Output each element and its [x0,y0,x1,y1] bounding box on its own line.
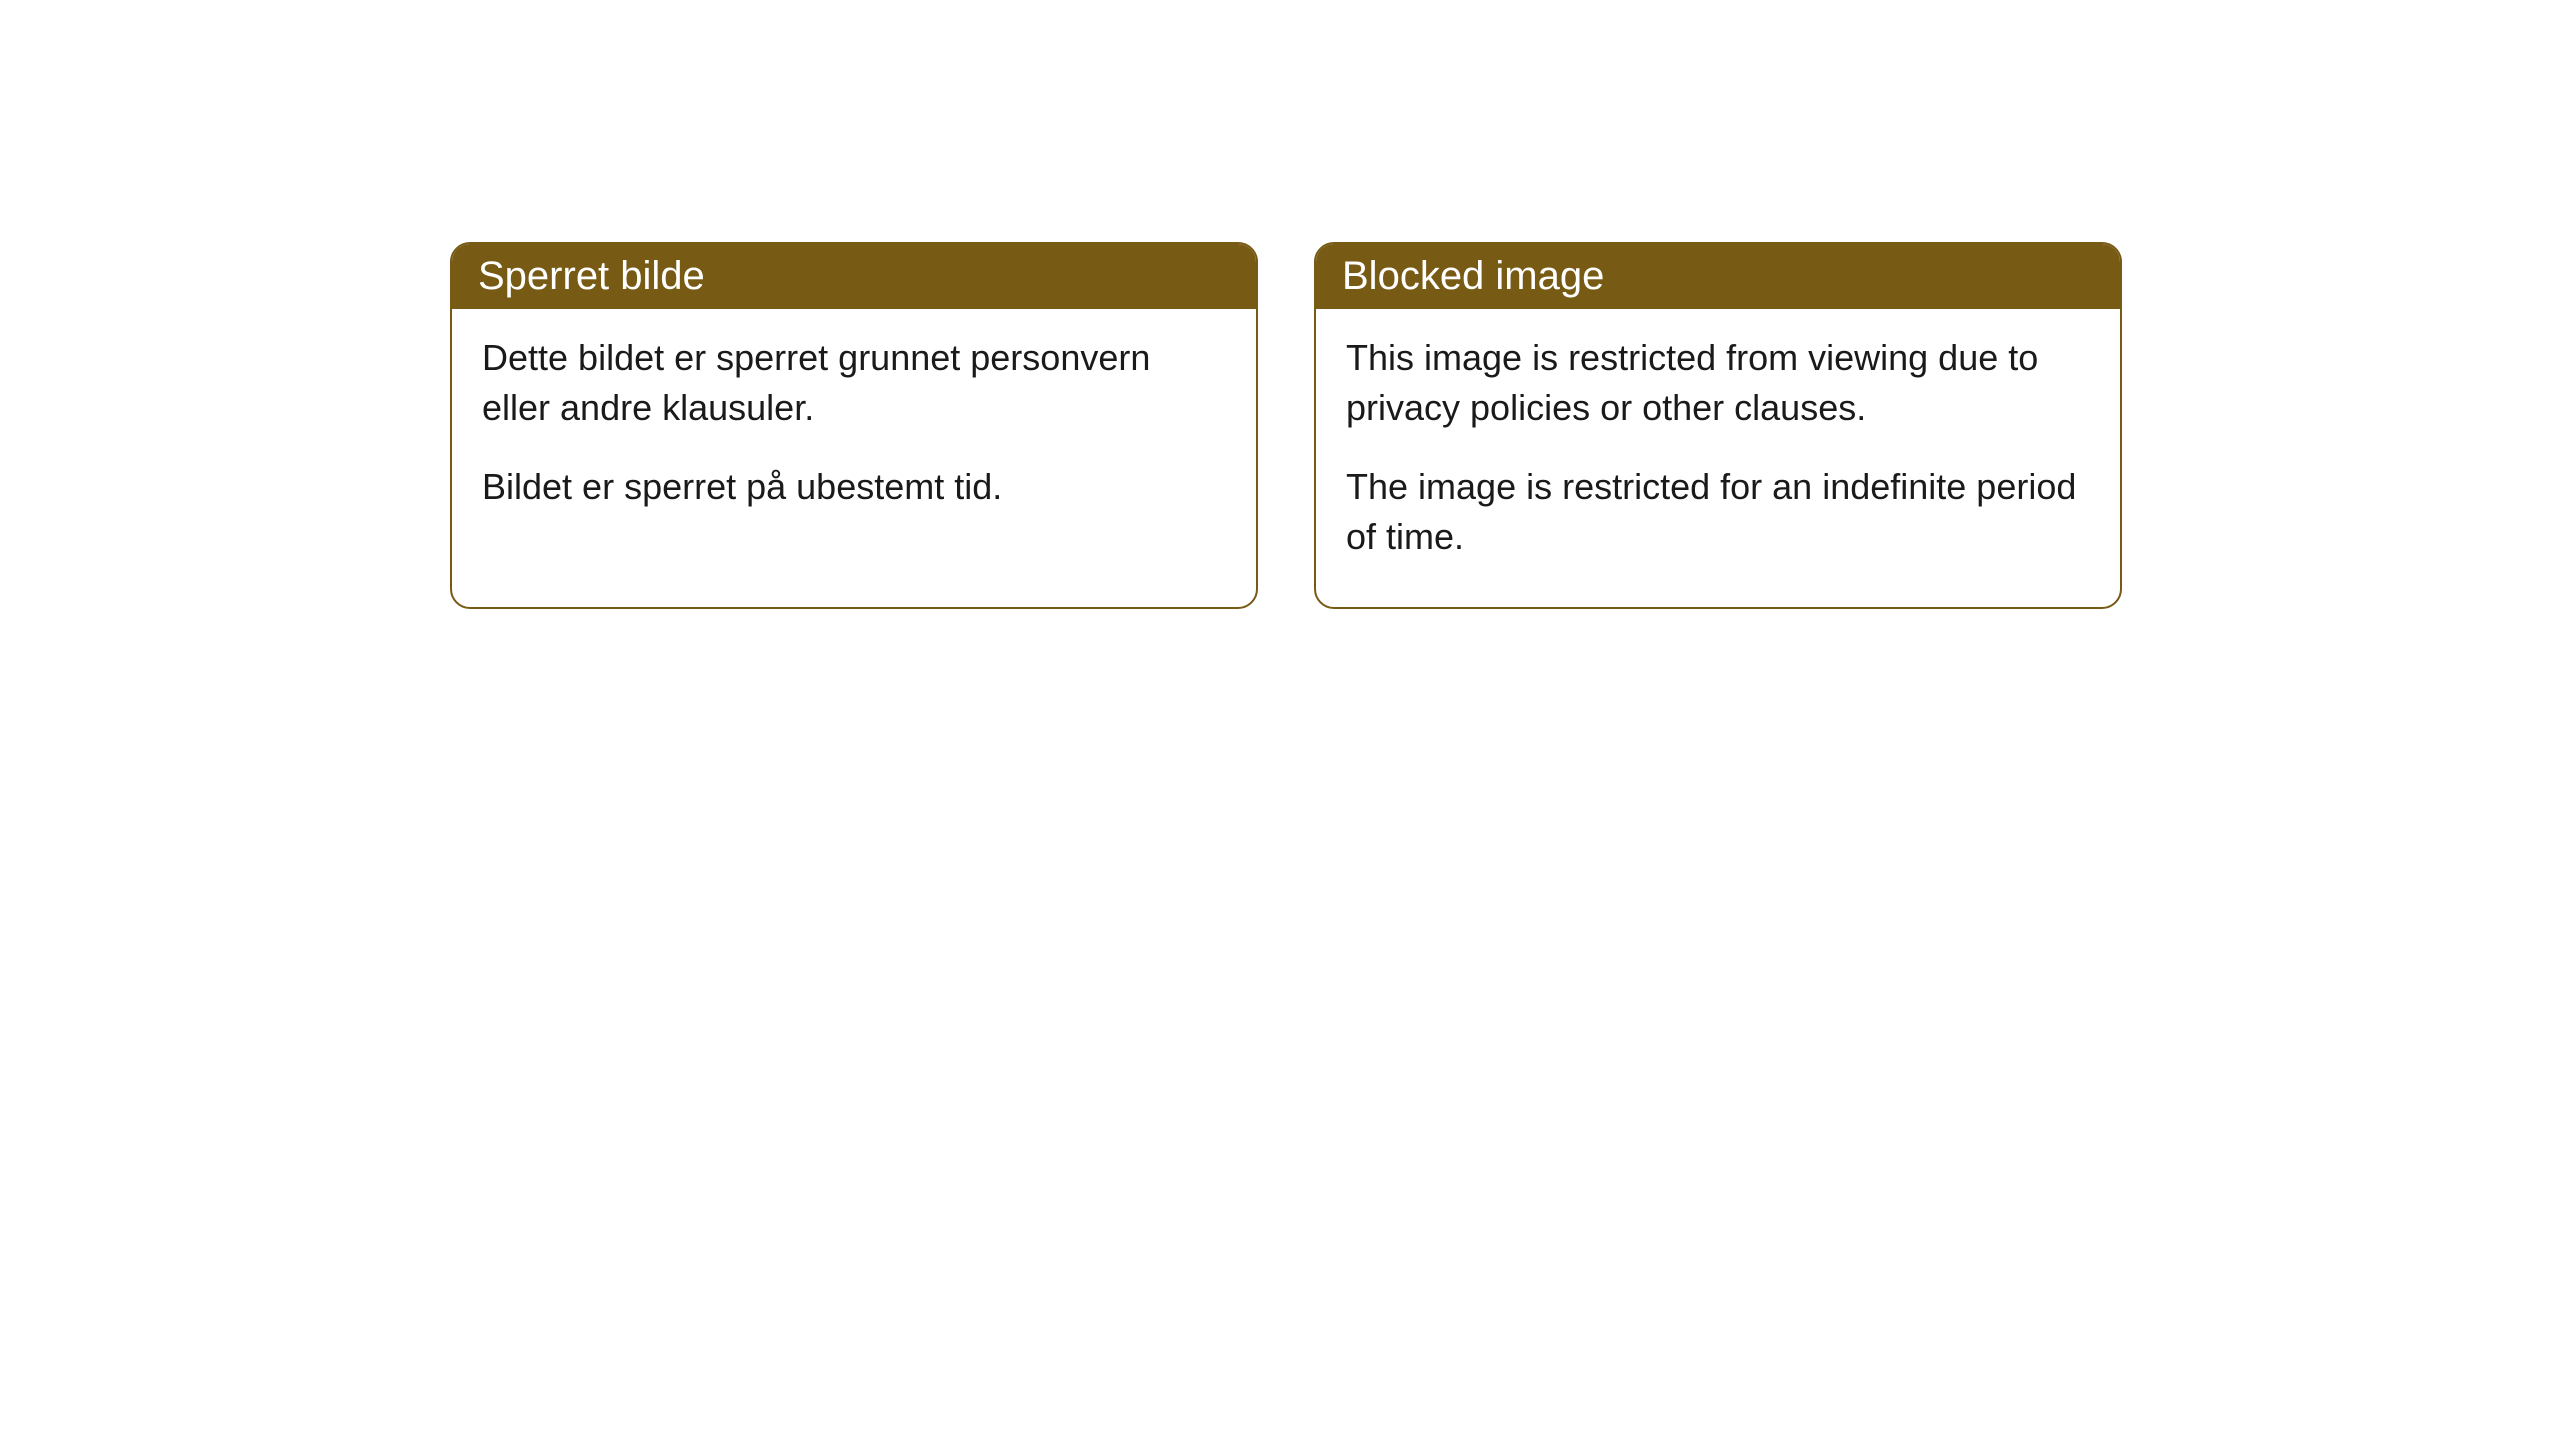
card-paragraph: The image is restricted for an indefinit… [1346,462,2090,563]
blocked-image-card-english: Blocked image This image is restricted f… [1314,242,2122,609]
card-paragraph: Dette bildet er sperret grunnet personve… [482,333,1226,434]
card-header: Sperret bilde [452,244,1256,309]
card-header: Blocked image [1316,244,2120,309]
blocked-image-card-norwegian: Sperret bilde Dette bildet er sperret gr… [450,242,1258,609]
card-body: This image is restricted from viewing du… [1316,309,2120,607]
notice-cards-container: Sperret bilde Dette bildet er sperret gr… [450,242,2122,609]
card-paragraph: Bildet er sperret på ubestemt tid. [482,462,1226,512]
card-title: Sperret bilde [478,254,705,298]
card-body: Dette bildet er sperret grunnet personve… [452,309,1256,556]
card-paragraph: This image is restricted from viewing du… [1346,333,2090,434]
card-title: Blocked image [1342,254,1604,298]
